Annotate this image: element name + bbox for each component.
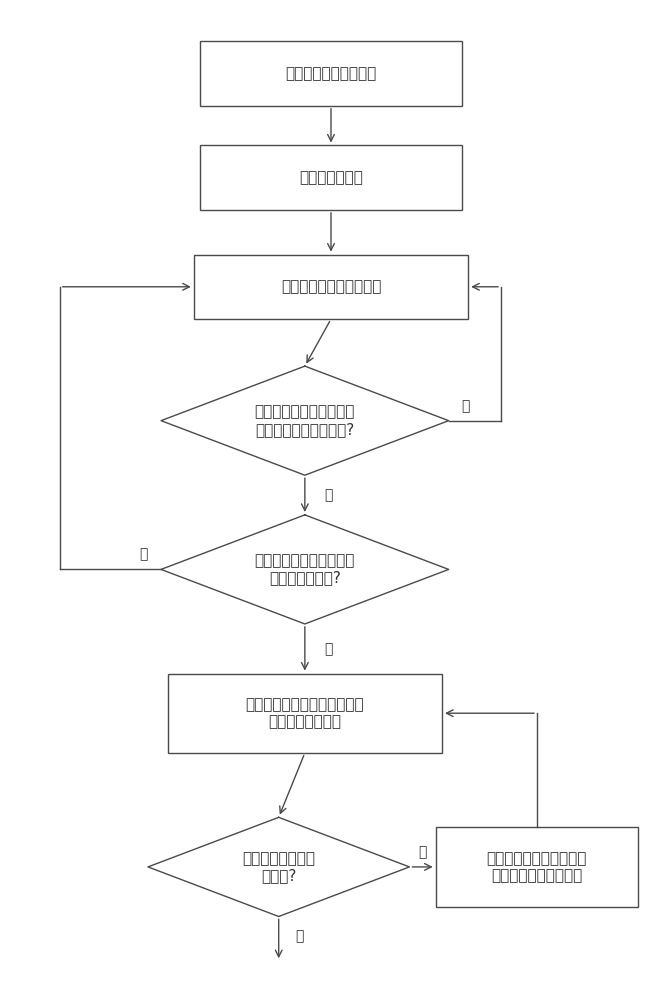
Text: 否: 否 (140, 548, 148, 562)
Text: 向所有目的端口发送请求: 向所有目的端口发送请求 (281, 279, 381, 294)
Text: 否: 否 (418, 845, 427, 859)
Bar (167, 674, 442, 753)
Text: 输入端有多播需要发送: 输入端有多播需要发送 (285, 66, 377, 81)
Text: 是否至少有一个目的端口
回复了准许信号?: 是否至少有一个目的端口 回复了准许信号? (255, 553, 355, 586)
Text: 输入端口向回复准许信号的目
的端口发送数据帧: 输入端口向回复准许信号的目 的端口发送数据帧 (246, 697, 364, 729)
Bar (436, 827, 638, 907)
Bar (194, 255, 468, 319)
Bar (201, 41, 461, 106)
Bar (201, 145, 461, 210)
Text: 是: 是 (324, 642, 333, 656)
Text: 是否所有目的端口
已发送?: 是否所有目的端口 已发送? (242, 851, 315, 883)
Text: 是: 是 (461, 399, 469, 413)
Text: 是否固定时间窗口内所有
端口都回复了准许信号?: 是否固定时间窗口内所有 端口都回复了准许信号? (255, 404, 355, 437)
Text: 删除已发送端口，向剩余
目的端口重新发送请求: 删除已发送端口，向剩余 目的端口重新发送请求 (487, 851, 587, 883)
Text: 是: 是 (295, 929, 303, 943)
Text: 否: 否 (324, 488, 333, 502)
Text: 查找多播路由表: 查找多播路由表 (299, 170, 363, 185)
